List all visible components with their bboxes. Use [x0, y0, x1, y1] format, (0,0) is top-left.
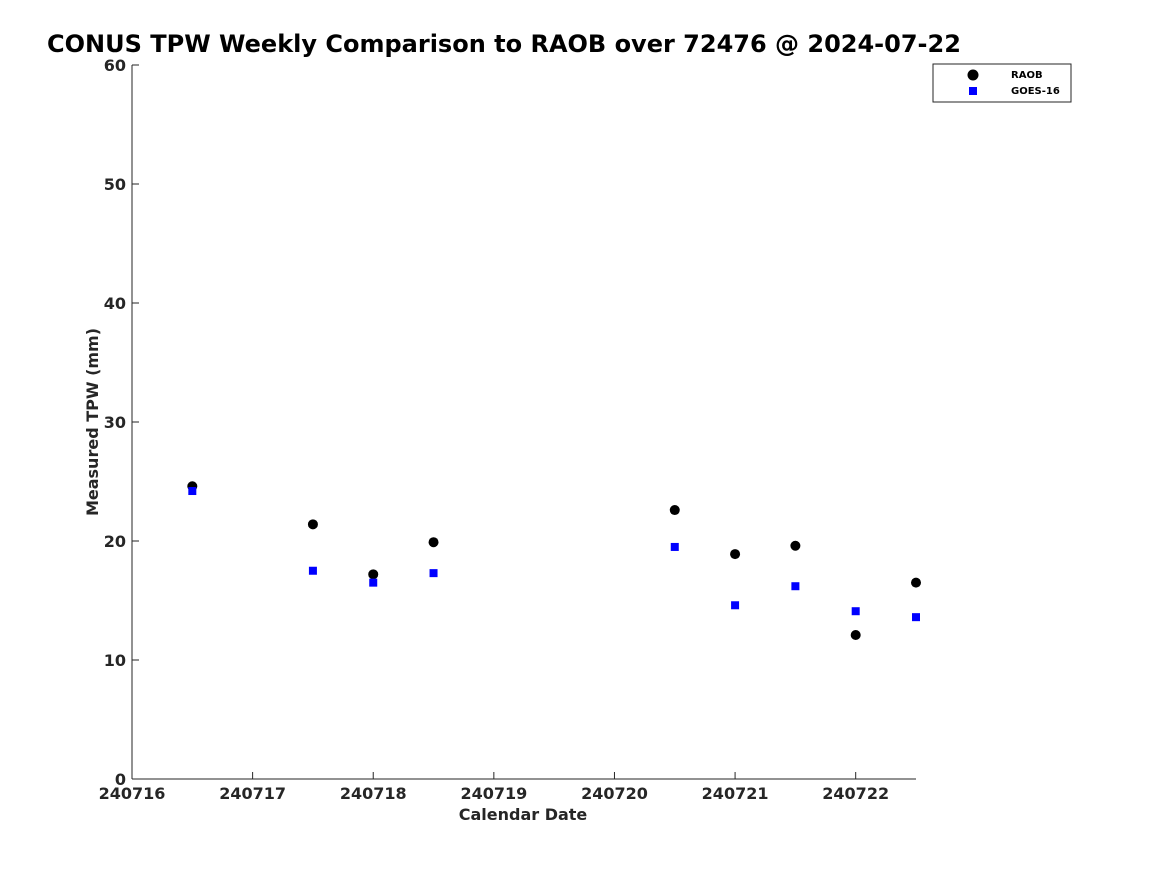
- legend: RAOB GOES-16: [932, 63, 1072, 103]
- x-axis-label: Calendar Date: [459, 805, 588, 824]
- x-tick-label: 240720: [581, 784, 648, 803]
- y-axis-ticks: 0 10 20 30 40 50 60: [104, 56, 139, 789]
- data-point: [188, 487, 197, 496]
- data-point: [368, 569, 379, 580]
- legend-box: [932, 63, 1072, 103]
- y-tick-label: 60: [104, 56, 126, 75]
- x-tick-label: 240718: [340, 784, 407, 803]
- data-point: [850, 630, 861, 641]
- y-tick-label: 0: [115, 770, 126, 789]
- series-raob: [187, 481, 921, 641]
- data-point: [670, 542, 679, 551]
- y-tick-label: 20: [104, 532, 126, 551]
- data-point: [851, 607, 860, 616]
- x-tick-label: 240716: [99, 784, 166, 803]
- data-point: [669, 505, 680, 516]
- data-point: [429, 569, 438, 578]
- x-tick-label: 240721: [702, 784, 769, 803]
- series-goes-16: [188, 487, 920, 622]
- y-tick-label: 40: [104, 294, 126, 313]
- y-axis-label: Measured TPW (mm): [83, 328, 102, 516]
- y-tick-label: 10: [104, 651, 126, 670]
- legend-marker-goes16: [969, 87, 977, 95]
- chart-title: CONUS TPW Weekly Comparison to RAOB over…: [47, 30, 961, 58]
- data-point: [730, 549, 741, 560]
- data-point: [308, 566, 317, 575]
- data-point: [912, 613, 920, 622]
- data-point: [428, 537, 439, 548]
- data-point: [369, 578, 378, 587]
- data-point: [790, 540, 801, 551]
- data-point: [911, 577, 921, 588]
- data-point: [731, 601, 740, 610]
- legend-label-goes16: GOES-16: [1011, 86, 1060, 97]
- legend-label-raob: RAOB: [1011, 70, 1043, 81]
- legend-marker-raob: [967, 69, 979, 81]
- plot-area: [131, 65, 916, 780]
- x-axis-ticks: 240716 240717 240718 240719 240720 240721 2407…: [99, 772, 889, 803]
- data-point: [791, 582, 800, 591]
- data-point: [307, 519, 318, 530]
- y-tick-label: 30: [104, 413, 126, 432]
- x-tick-label: 240717: [219, 784, 286, 803]
- y-tick-label: 50: [104, 175, 126, 194]
- data-series: [187, 481, 921, 641]
- x-tick-label: 240722: [822, 784, 889, 803]
- x-tick-label: 240719: [460, 784, 527, 803]
